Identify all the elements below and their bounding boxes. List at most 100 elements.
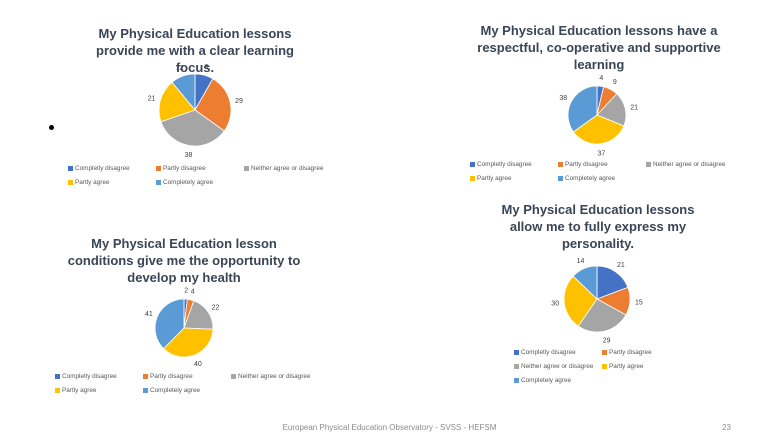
legend-label: Completely agree	[150, 387, 201, 394]
page-number: 23	[722, 423, 731, 432]
legend-label: Partly disagree	[150, 373, 193, 380]
chart-3-legend: Completly disagree Partly disagree Neither…	[55, 373, 355, 403]
chart-1-slice-partly-disagree	[194, 78, 232, 132]
legend-swatch	[558, 161, 563, 167]
legend-label: Completely agree	[521, 377, 572, 384]
chart-4-label-neither-agree-or-disagree: 29	[603, 337, 611, 344]
chart-2-label-partly-disagree: 9	[613, 79, 617, 86]
chart-4-label-partly-disagree: 15	[635, 300, 643, 307]
chart-1-label-completely-agree: 12	[176, 65, 184, 72]
legend-swatch	[602, 349, 607, 355]
legend-label: Completely agree	[565, 175, 616, 182]
chart-1-legend: Completly disagree Partly disagree Neither…	[68, 165, 368, 195]
legend-swatch	[470, 175, 475, 181]
chart-2-slice-completely-agree	[567, 85, 598, 133]
legend-swatch	[514, 363, 519, 369]
legend-swatch	[514, 349, 519, 355]
chart-2-legend-item-neither-agree-or-disagree: Neither agree or disagree	[646, 161, 725, 168]
chart-1-slice-completely-agree	[171, 73, 196, 112]
chart-4-legend-item-partly-agree: Partly agree	[602, 363, 643, 370]
legend-label: Partly disagree	[163, 165, 206, 172]
legend-swatch	[602, 363, 607, 369]
chart-4-legend-item-completely-disagree: Completly disagree	[514, 349, 576, 356]
chart-4-legend-item-partly-disagree: Partly disagree	[602, 349, 652, 356]
legend-swatch	[244, 165, 249, 171]
legend-swatch	[68, 165, 73, 171]
chart-4-pie: 21 15 29 30 14	[551, 258, 643, 345]
chart-1-legend-item-neither-agree-or-disagree: Neither agree or disagree	[244, 165, 323, 172]
chart-4-legend: Completly disagree Partly disagree Neither…	[514, 349, 714, 393]
chart-1-pie: 9 29 38 21 12	[148, 64, 243, 159]
chart-2-legend-item-partly-agree: Partly agree	[470, 175, 511, 182]
bullet-point	[49, 125, 54, 130]
chart-4-label-completely-agree: 14	[577, 258, 585, 265]
legend-label: Partly agree	[609, 363, 644, 370]
legend-swatch	[558, 175, 563, 181]
chart-2-title: My Physical Education lessons have a res…	[477, 23, 721, 72]
legend-swatch	[143, 373, 148, 379]
chart-3-label-neither-agree-or-disagree: 22	[212, 304, 220, 311]
legend-label: Partly disagree	[609, 349, 652, 356]
chart-3-label-completely-disagree: 2	[184, 288, 188, 295]
chart-2-legend-item-completely-disagree: Completly disagree	[470, 161, 532, 168]
legend-swatch	[143, 387, 148, 393]
legend-swatch	[156, 179, 161, 185]
chart-1-label-partly-disagree: 29	[235, 98, 243, 105]
legend-label: Completly disagree	[75, 165, 130, 172]
chart-2-label-completely-disagree: 4	[599, 75, 603, 82]
legend-swatch	[231, 373, 236, 379]
legend-swatch	[68, 179, 73, 185]
chart-2-label-partly-agree: 37	[597, 150, 605, 157]
legend-swatch	[514, 377, 519, 383]
chart-1-label-completely-disagree: 9	[205, 64, 209, 71]
legend-swatch	[55, 387, 60, 393]
chart-1-legend-item-completely-agree: Completely agree	[156, 179, 213, 186]
chart-3-legend-item-completely-disagree: Completly disagree	[55, 373, 117, 380]
chart-1-label-partly-agree: 21	[148, 95, 156, 102]
chart-3-slice-neither-agree-or-disagree	[183, 300, 214, 330]
chart-3-legend-item-partly-agree: Partly agree	[55, 387, 96, 394]
legend-label: Neither agree or disagree	[521, 363, 594, 370]
legend-label: Partly agree	[477, 175, 512, 182]
chart-3-legend-item-completely-agree: Completely agree	[143, 387, 200, 394]
chart-4-label-completely-disagree: 21	[617, 262, 625, 269]
chart-4-slice-completely-disagree	[596, 265, 629, 300]
chart-1-slice-partly-agree	[158, 81, 196, 123]
chart-1-legend-item-completely-disagree: Completly disagree	[68, 165, 130, 172]
chart-3-legend-item-partly-disagree: Partly disagree	[143, 373, 193, 380]
legend-label: Partly agree	[75, 179, 110, 186]
chart-3-legend-item-neither-agree-or-disagree: Neither agree or disagree	[231, 373, 310, 380]
chart-4-slice-completely-agree	[572, 265, 598, 300]
footer-text: European Physical Education Observatory …	[282, 423, 497, 432]
legend-label: Neither agree or disagree	[251, 165, 324, 172]
legend-label: Completly disagree	[477, 161, 532, 168]
chart-2-label-completely-agree: 38	[559, 95, 567, 102]
chart-2-pie: 4 9 21 37 38	[559, 75, 638, 158]
chart-4-slice-neither-agree-or-disagree	[577, 298, 627, 333]
chart-1-label-neither-agree-or-disagree: 38	[185, 152, 193, 159]
chart-4-label-partly-agree: 30	[551, 301, 559, 308]
chart-3-label-completely-agree: 41	[145, 311, 153, 318]
chart-2-legend-item-completely-agree: Completely agree	[558, 175, 615, 182]
legend-swatch	[470, 161, 475, 167]
legend-swatch	[55, 373, 60, 379]
chart-4-slice-partly-agree	[563, 275, 598, 327]
chart-3-slice-completely-agree	[154, 298, 185, 350]
legend-label: Partly agree	[62, 387, 97, 394]
legend-label: Neither agree or disagree	[238, 373, 311, 380]
chart-1-slice-neither-agree-or-disagree	[160, 109, 225, 147]
chart-4-legend-item-completely-agree: Completely agree	[514, 377, 571, 384]
legend-label: Completly disagree	[62, 373, 117, 380]
chart-3-label-partly-agree: 40	[194, 361, 202, 368]
legend-label: Completly disagree	[521, 349, 576, 356]
chart-3-slice-partly-agree	[163, 327, 214, 358]
chart-3-label-partly-disagree: 4	[191, 289, 195, 296]
chart-3-pie: 2 4 22 40 41	[145, 288, 220, 368]
chart-4-title: My Physical Education lessons allow me t…	[501, 202, 695, 251]
legend-label: Partly disagree	[565, 161, 608, 168]
legend-label: Neither agree or disagree	[653, 161, 726, 168]
chart-1-legend-item-partly-disagree: Partly disagree	[156, 165, 206, 172]
chart-2-legend: Completly disagree Partly disagree Neither…	[470, 161, 770, 191]
chart-1-title: My Physical Education lessons provide me…	[96, 26, 294, 75]
legend-label: Completely agree	[163, 179, 214, 186]
